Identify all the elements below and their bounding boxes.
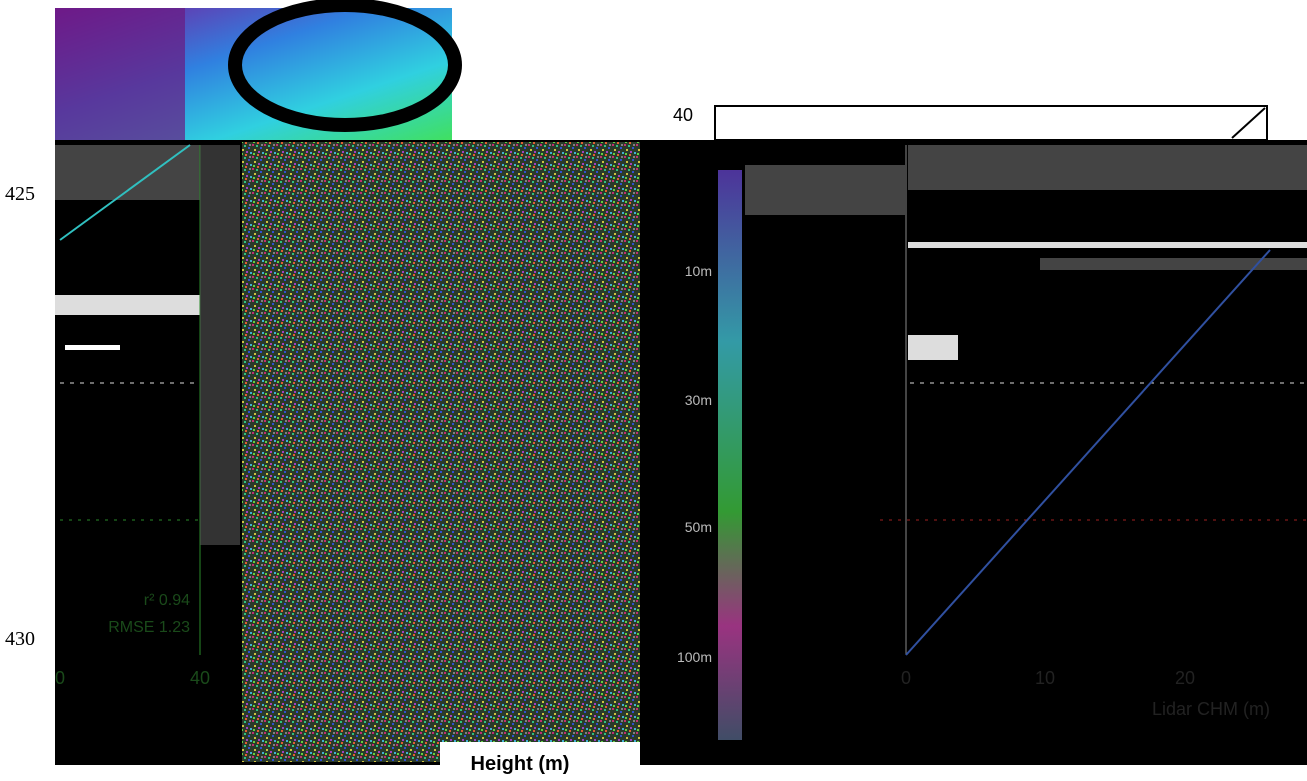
stat: RMSE 1.23: [108, 619, 190, 636]
x-tick-label: 0: [55, 668, 65, 688]
x-tick-label: 40: [190, 668, 210, 688]
x-axis-title: Lidar CHM (m): [1152, 699, 1270, 719]
left-panel: r² 0.94 RMSE 1.23 0 40: [55, 144, 240, 688]
footer-box: [440, 742, 640, 781]
map-image: [55, 0, 462, 140]
top-axis: 40: [673, 105, 1268, 141]
top-axis-label: 40: [673, 105, 693, 125]
footer-label: Height (m): [471, 753, 570, 775]
y-tick-label: 425: [5, 183, 35, 205]
x-tick-label: 0: [901, 668, 911, 688]
colorbar-label: 10m: [685, 263, 712, 279]
noise-image: [242, 142, 640, 762]
colorbar-label: 100m: [677, 649, 712, 665]
stat: r² 0.94: [144, 592, 190, 609]
y-tick-label: 430: [5, 628, 35, 650]
colorbar: 10m 30m 50m 100m: [677, 170, 742, 740]
x-tick-label: 10: [1035, 668, 1055, 688]
x-tick-label: 20: [1175, 668, 1195, 688]
colorbar-label: 50m: [685, 519, 712, 535]
right-panel: 0 10 20 Lidar CHM (m): [745, 145, 1307, 719]
colorbar-label: 30m: [685, 392, 712, 408]
